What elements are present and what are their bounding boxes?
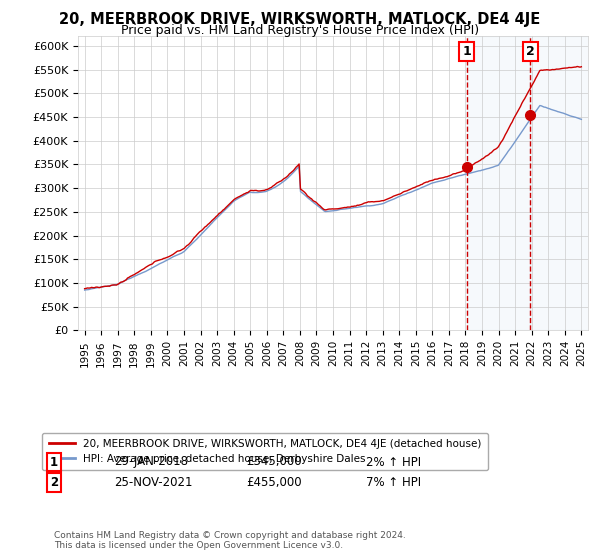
Text: £345,000: £345,000 <box>246 455 302 469</box>
Text: 20, MEERBROOK DRIVE, WIRKSWORTH, MATLOCK, DE4 4JE: 20, MEERBROOK DRIVE, WIRKSWORTH, MATLOCK… <box>59 12 541 27</box>
Bar <box>467 36 530 330</box>
Text: Contains HM Land Registry data © Crown copyright and database right 2024.
This d: Contains HM Land Registry data © Crown c… <box>54 531 406 550</box>
Text: 2: 2 <box>526 45 535 58</box>
Text: 25-NOV-2021: 25-NOV-2021 <box>114 476 193 489</box>
Text: £455,000: £455,000 <box>246 476 302 489</box>
Text: 2: 2 <box>50 476 58 489</box>
Text: 1: 1 <box>50 455 58 469</box>
Text: 7% ↑ HPI: 7% ↑ HPI <box>366 476 421 489</box>
Legend: 20, MEERBROOK DRIVE, WIRKSWORTH, MATLOCK, DE4 4JE (detached house), HPI: Average: 20, MEERBROOK DRIVE, WIRKSWORTH, MATLOCK… <box>43 433 488 470</box>
Text: 1: 1 <box>463 45 471 58</box>
Text: Price paid vs. HM Land Registry's House Price Index (HPI): Price paid vs. HM Land Registry's House … <box>121 24 479 37</box>
Bar <box>530 36 590 330</box>
Text: 2% ↑ HPI: 2% ↑ HPI <box>366 455 421 469</box>
Text: 29-JAN-2018: 29-JAN-2018 <box>114 455 188 469</box>
